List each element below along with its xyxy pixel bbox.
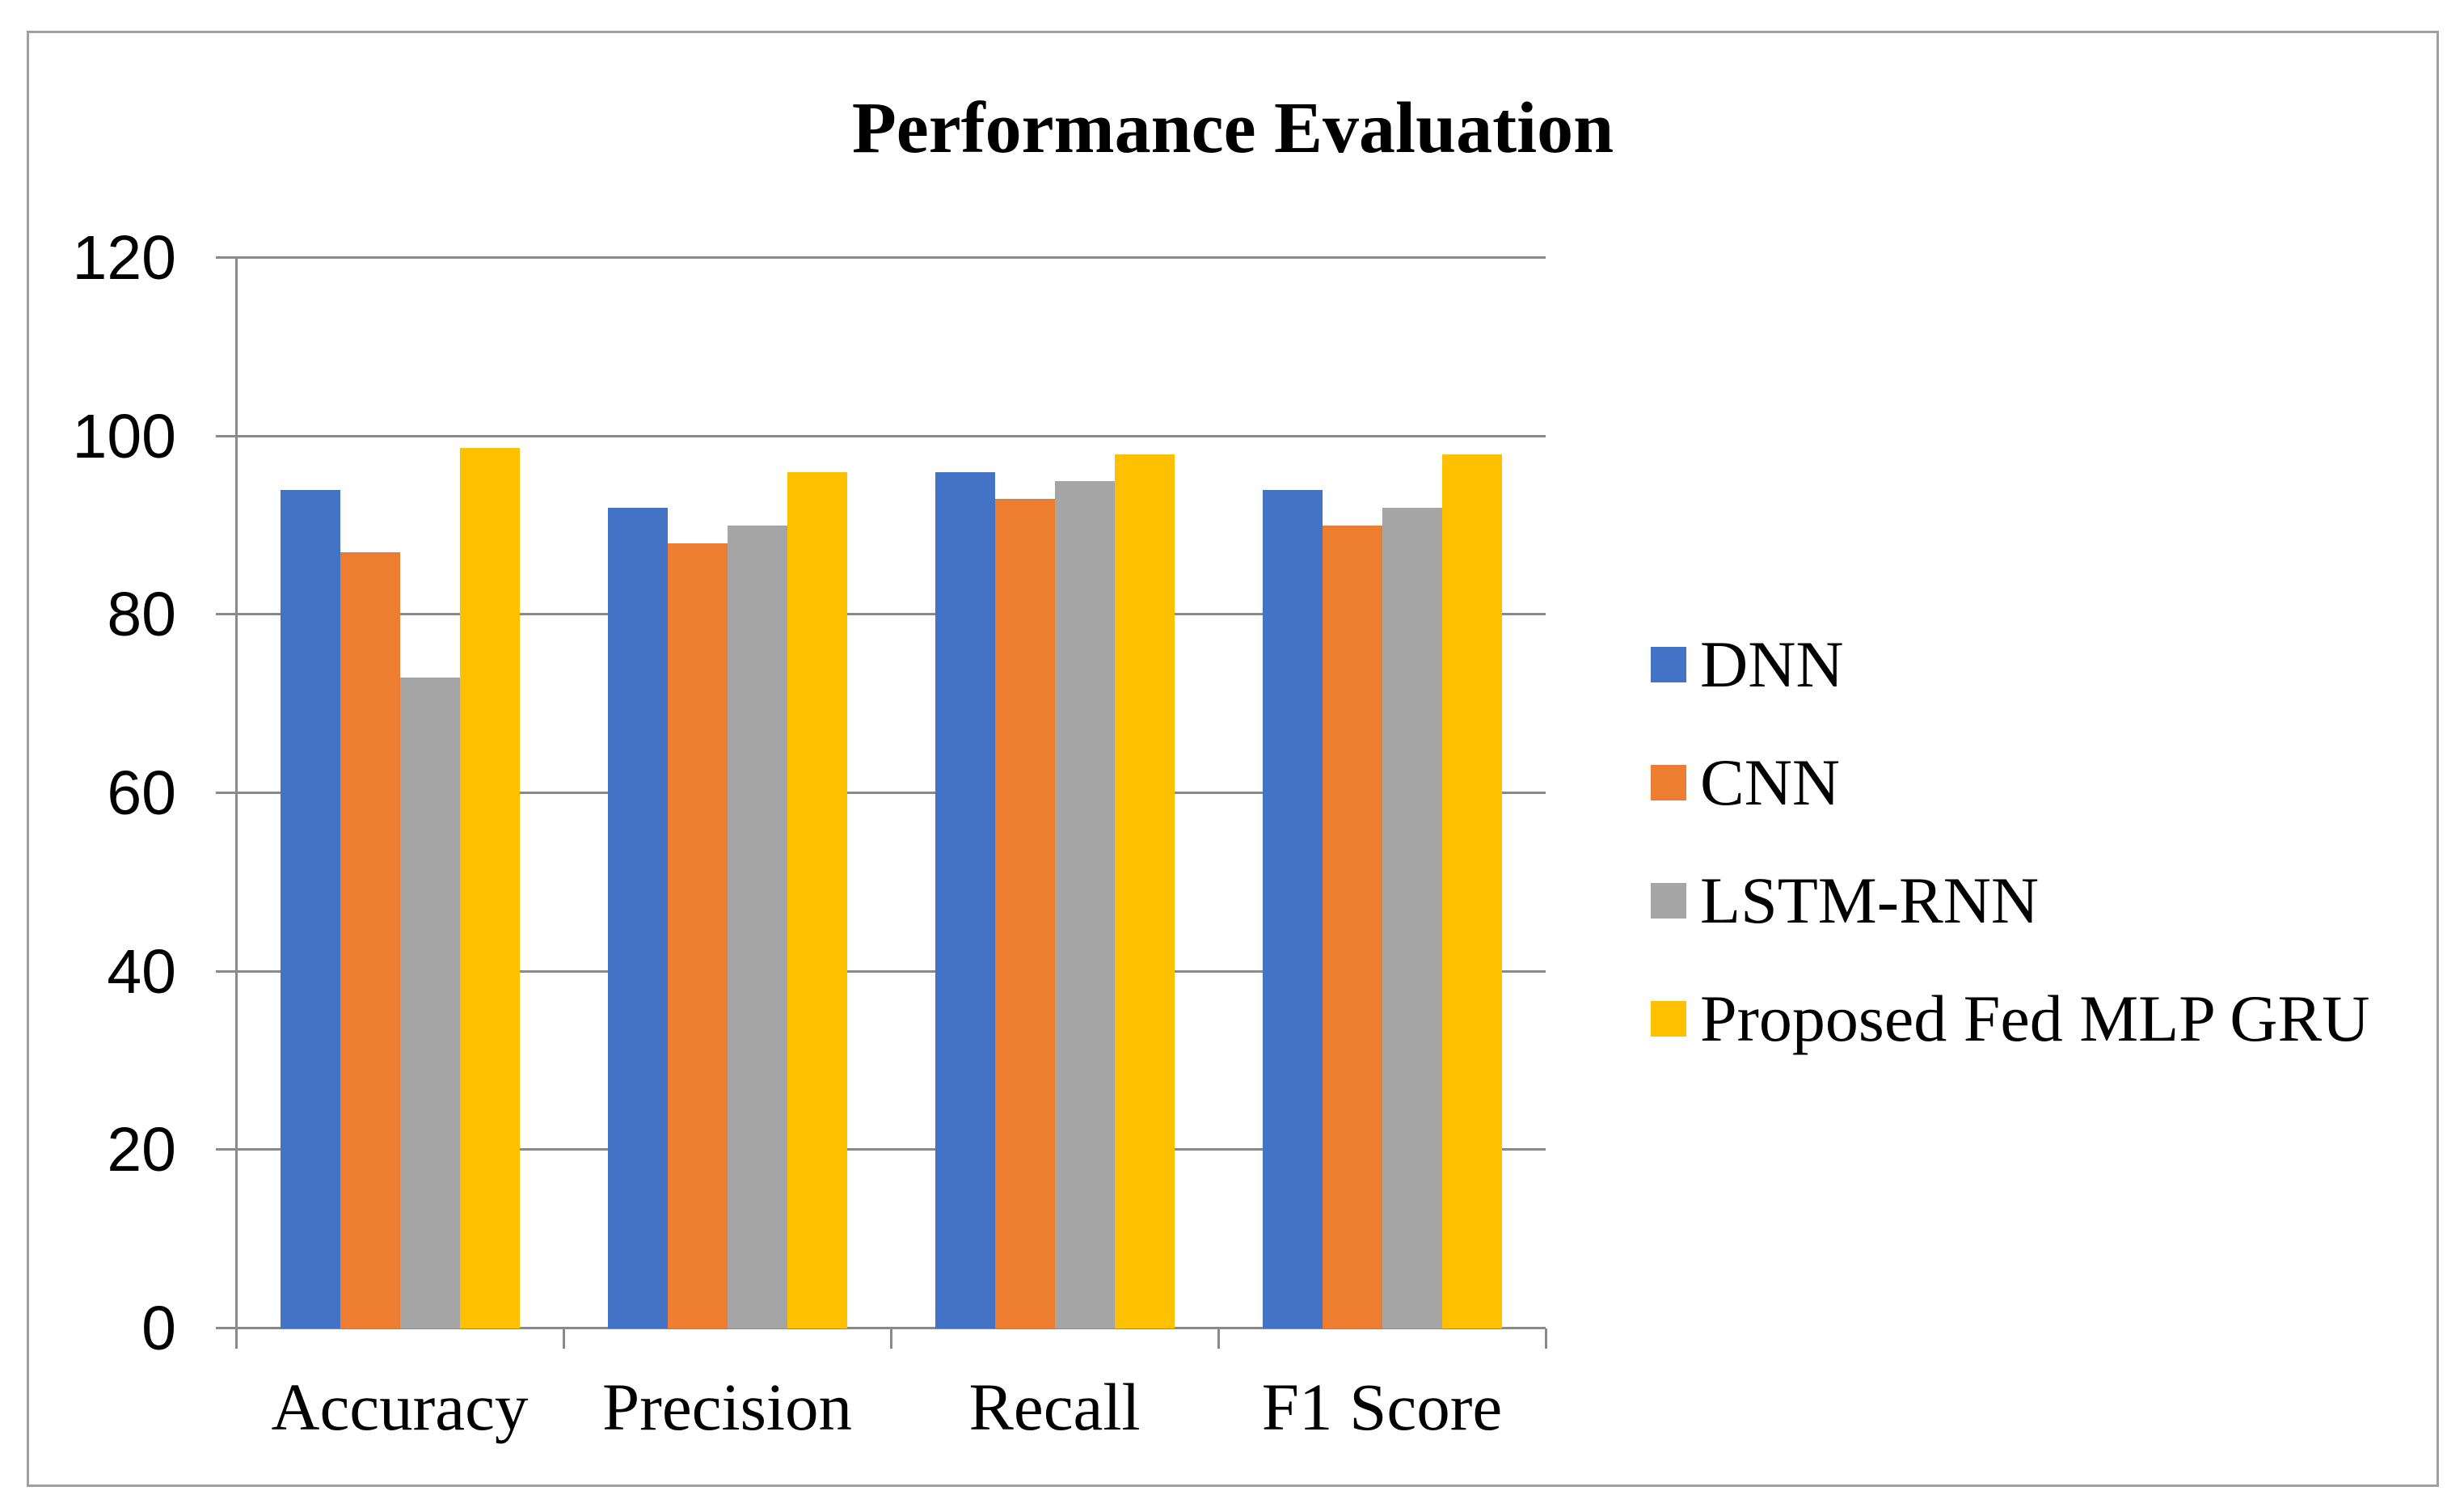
legend-swatch-LSTM-RNN	[1651, 883, 1686, 919]
legend-item-LSTM-RNN: LSTM-RNN	[1651, 868, 2039, 934]
y-tick-label-120: 120	[72, 223, 176, 293]
legend-label-Proposed Fed MLP GRU: Proposed Fed MLP GRU	[1700, 982, 2370, 1055]
y-tick-label-100: 100	[72, 402, 176, 471]
bar-LSTM-RNN-Accuracy	[399, 678, 460, 1328]
x-category-label-F1 Score: F1 Score	[1261, 1370, 1503, 1444]
legend-swatch-CNN	[1651, 765, 1686, 800]
y-tick-60	[216, 792, 236, 794]
bar-group-Recall	[891, 258, 1218, 1328]
plot-area	[216, 256, 1547, 1349]
y-tick-label-40: 40	[107, 937, 176, 1007]
x-category-label-Accuracy: Accuracy	[271, 1370, 529, 1444]
bar-group-F1 Score	[1218, 258, 1546, 1328]
x-tick-1	[563, 1328, 565, 1349]
legend-item-DNN: DNN	[1651, 631, 1844, 698]
gridline-60	[236, 792, 1546, 794]
x-tick-2	[890, 1328, 892, 1349]
y-tick-120	[216, 256, 236, 259]
legend-label-CNN: CNN	[1700, 745, 1841, 819]
bar-LSTM-RNN-Recall	[1054, 481, 1115, 1328]
bar-Proposed Fed MLP GRU-Precision	[787, 472, 847, 1328]
bar-DNN-F1 Score	[1262, 490, 1323, 1328]
x-tick-3	[1217, 1328, 1220, 1349]
bar-DNN-Accuracy	[280, 490, 340, 1328]
x-category-label-Precision: Precision	[602, 1370, 852, 1444]
bar-DNN-Recall	[935, 472, 995, 1328]
x-tick-4	[1545, 1328, 1547, 1349]
bar-LSTM-RNN-Precision	[727, 526, 787, 1328]
y-tick-label-20: 20	[107, 1115, 176, 1185]
y-axis-line	[235, 258, 238, 1349]
gridline-80	[236, 613, 1546, 615]
gridline-120	[236, 256, 1546, 259]
gridline-40	[236, 970, 1546, 973]
bar-Proposed Fed MLP GRU-Recall	[1114, 454, 1175, 1328]
y-tick-label-60: 60	[107, 758, 176, 828]
bar-CNN-Recall	[994, 499, 1055, 1328]
gridline-100	[236, 435, 1546, 437]
chart-title: Performance Evaluation	[851, 88, 1614, 168]
y-tick-0	[216, 1327, 236, 1329]
y-tick-100	[216, 435, 236, 437]
y-tick-20	[216, 1148, 236, 1151]
y-tick-80	[216, 613, 236, 615]
bar-Proposed Fed MLP GRU-Accuracy	[459, 448, 520, 1328]
y-tick-label-80: 80	[107, 580, 176, 649]
bar-Proposed Fed MLP GRU-F1 Score	[1441, 454, 1502, 1328]
gridline-0	[236, 1327, 1546, 1329]
x-category-label-Recall: Recall	[968, 1370, 1141, 1444]
bar-CNN-Accuracy	[340, 552, 400, 1328]
bar-LSTM-RNN-F1 Score	[1382, 508, 1442, 1328]
bar-CNN-Precision	[667, 543, 728, 1328]
legend-item-CNN: CNN	[1651, 750, 1840, 816]
y-tick-40	[216, 970, 236, 973]
gridline-20	[236, 1148, 1546, 1151]
y-tick-label-0: 0	[141, 1294, 176, 1363]
legend-swatch-Proposed Fed MLP GRU	[1651, 1001, 1686, 1037]
bar-CNN-F1 Score	[1322, 526, 1382, 1328]
bar-group-Accuracy	[236, 258, 563, 1328]
legend-swatch-DNN	[1651, 647, 1686, 682]
bar-DNN-Precision	[607, 508, 668, 1328]
bar-group-Precision	[563, 258, 891, 1328]
legend-label-LSTM-RNN: LSTM-RNN	[1700, 864, 2040, 937]
legend-item-Proposed Fed MLP GRU: Proposed Fed MLP GRU	[1651, 986, 2369, 1052]
legend-label-DNN: DNN	[1700, 627, 1844, 701]
